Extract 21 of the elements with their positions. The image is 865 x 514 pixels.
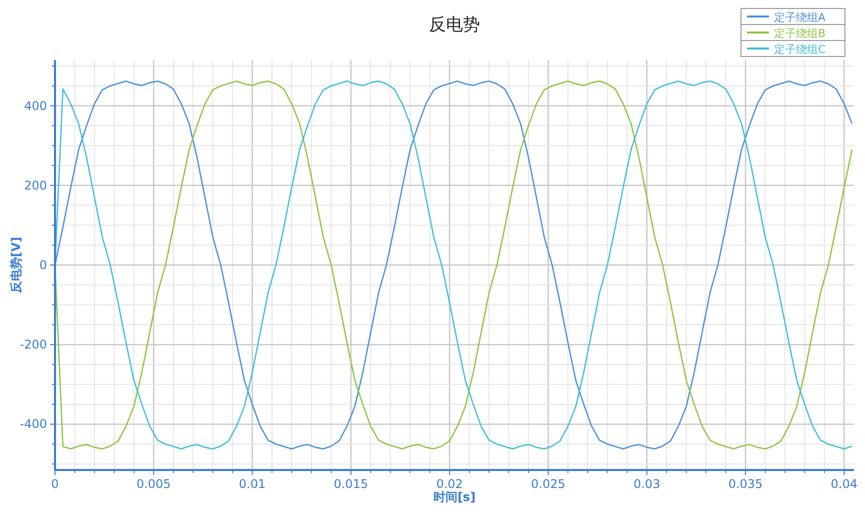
y-tick-label: -200 (20, 338, 47, 352)
x-tick-label: 0.025 (531, 477, 566, 491)
y-tick-label: 200 (24, 178, 47, 192)
x-tick-label: 0.015 (334, 477, 368, 491)
legend-label: 定子绕组C (774, 43, 826, 56)
legend-label: 定子绕组B (774, 27, 826, 40)
y-tick-label: -400 (20, 417, 47, 432)
x-tick-label: 0.03 (633, 477, 660, 491)
x-tick-label: 0.01 (238, 477, 266, 491)
x-tick-label: 0.02 (436, 477, 463, 491)
legend-label: 定子绕组A (774, 11, 826, 24)
x-tick-label: 0.035 (728, 477, 763, 491)
y-tick-label: 400 (24, 98, 47, 113)
x-tick-label: 0.005 (136, 477, 171, 491)
y-axis-title: 反电势[V] (9, 236, 23, 294)
x-tick-label: 0.04 (830, 477, 858, 491)
y-tick-label: 0 (39, 258, 47, 272)
line-series (55, 80, 853, 450)
x-tick-label: 0 (51, 477, 59, 491)
x-axis-title: 时间[s] (433, 490, 476, 504)
chart-title: 反电势 (429, 15, 480, 35)
